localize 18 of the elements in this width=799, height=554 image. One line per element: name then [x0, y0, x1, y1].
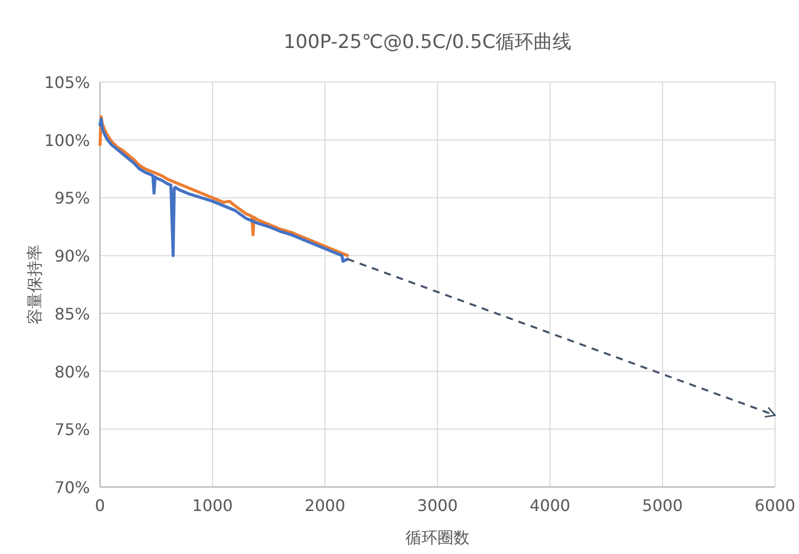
y-tick-label: 90%: [54, 246, 90, 266]
x-tick-label: 5000: [642, 496, 683, 515]
y-tick-label: 80%: [54, 362, 90, 382]
x-tick-label: 2000: [304, 496, 346, 515]
y-tick-label: 105%: [44, 73, 90, 92]
y-axis-title: 容量保持率: [25, 244, 44, 324]
x-tick-label: 1000: [192, 496, 233, 515]
x-tick-label: 4000: [530, 496, 570, 515]
y-tick-label: 95%: [54, 188, 90, 208]
x-tick-label: 6000: [754, 496, 796, 515]
x-tick-label: 3000: [417, 496, 458, 515]
x-tick-label: 0: [94, 496, 106, 515]
y-tick-label: 75%: [54, 420, 90, 440]
y-tick-label: 70%: [54, 478, 90, 497]
x-axis-title: 循环圈数: [406, 528, 470, 547]
y-tick-label: 85%: [54, 304, 90, 324]
chart-title: 100P-25℃@0.5C/0.5C循环曲线: [283, 31, 572, 53]
y-tick-label: 100%: [44, 130, 90, 150]
